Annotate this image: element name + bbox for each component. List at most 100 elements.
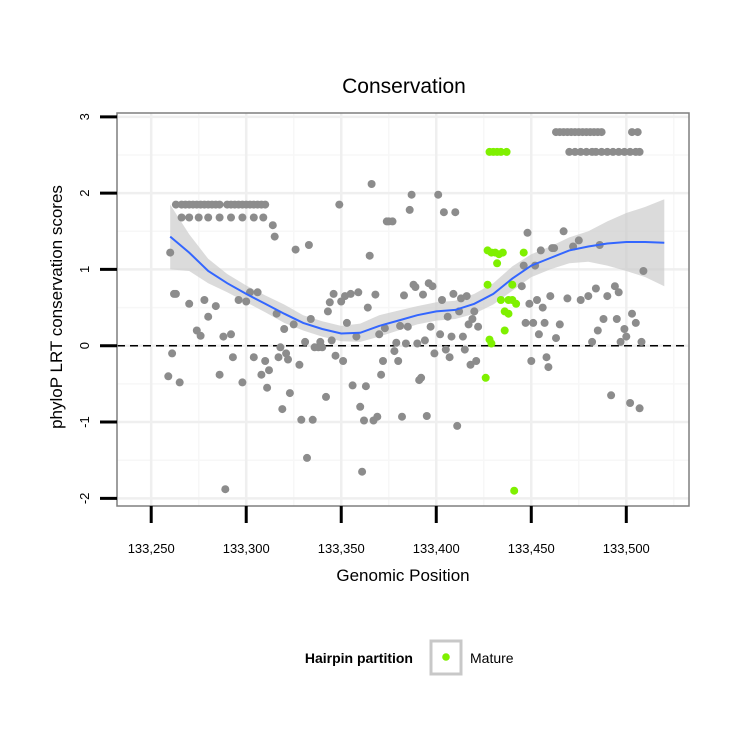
- other-point: [565, 147, 574, 156]
- other-point: [626, 147, 635, 156]
- other-point: [261, 200, 270, 209]
- other-point: [265, 366, 273, 375]
- smooth-fit-line: [169, 235, 665, 335]
- other-point: [639, 267, 648, 275]
- x-axis: 133,250 133,300 133,350 133,400 133,450 133,5…: [128, 506, 650, 556]
- other-point: [571, 147, 579, 156]
- other-point: [612, 315, 621, 323]
- other-point: [434, 190, 443, 199]
- other-point: [458, 332, 467, 341]
- other-point: [413, 339, 422, 348]
- other-point: [523, 228, 532, 237]
- x-tick-label: 133,400: [413, 541, 460, 556]
- other-point: [270, 232, 279, 241]
- other-point: [367, 180, 376, 188]
- other-point: [540, 318, 549, 327]
- other-point: [329, 289, 338, 298]
- other-point: [411, 283, 420, 291]
- other-point: [614, 147, 623, 156]
- x-axis-title: Genomic Position: [336, 566, 469, 585]
- other-point: [388, 217, 397, 226]
- mature-point: [498, 248, 507, 257]
- other-point: [449, 289, 458, 298]
- other-point: [308, 415, 317, 424]
- other-point: [278, 405, 287, 414]
- other-point: [249, 213, 258, 222]
- other-point: [534, 330, 543, 339]
- other-point: [544, 363, 553, 372]
- other-point: [215, 213, 224, 222]
- mature-point: [510, 486, 519, 495]
- chart-title: Conservation: [342, 75, 466, 98]
- other-point: [204, 312, 213, 321]
- other-point: [280, 325, 289, 333]
- mature-point: [493, 259, 502, 268]
- other-point: [249, 353, 258, 362]
- other-point: [289, 320, 298, 329]
- other-point: [422, 412, 431, 420]
- other-point: [306, 315, 315, 323]
- other-point: [447, 332, 456, 341]
- other-point: [588, 337, 597, 346]
- other-point: [284, 355, 292, 364]
- other-point: [401, 339, 410, 348]
- other-point: [204, 213, 213, 222]
- x-tick-label: 133,450: [508, 541, 555, 556]
- other-point: [472, 357, 481, 365]
- other-point: [234, 296, 243, 304]
- other-point: [470, 307, 479, 316]
- other-point: [405, 205, 414, 214]
- other-point: [628, 309, 636, 318]
- mature-point: [500, 326, 509, 335]
- other-point: [403, 322, 412, 331]
- other-point: [390, 347, 399, 356]
- other-point: [335, 200, 344, 209]
- other-point: [591, 284, 600, 293]
- other-point: [616, 337, 625, 346]
- y-tick-label: 1: [77, 266, 92, 273]
- legend-label-mature: Mature: [470, 650, 514, 666]
- other-point: [304, 241, 313, 249]
- other-point: [620, 147, 629, 156]
- other-point: [550, 244, 559, 253]
- mature-point: [483, 280, 492, 289]
- other-point: [451, 208, 460, 217]
- other-point: [599, 315, 608, 323]
- other-point: [591, 147, 600, 156]
- other-point: [327, 336, 336, 345]
- mature-point: [512, 299, 521, 308]
- other-point: [346, 289, 355, 298]
- other-point: [365, 251, 374, 260]
- other-point: [177, 213, 186, 222]
- other-point: [185, 213, 194, 222]
- y-tick-label: -2: [77, 493, 92, 505]
- other-point: [563, 294, 572, 303]
- y-axis-title: phyloP LRT conservation scores: [47, 185, 66, 429]
- y-axis: -2 -1 0 1 2 3: [77, 113, 117, 504]
- other-point: [211, 302, 220, 311]
- other-point: [354, 288, 363, 297]
- other-point: [339, 357, 348, 365]
- other-point: [295, 360, 304, 369]
- legend: Hairpin partition Mature: [305, 639, 514, 676]
- other-point: [582, 147, 591, 156]
- mature-point: [481, 373, 490, 382]
- other-point: [538, 303, 547, 312]
- other-point: [228, 353, 237, 362]
- other-point: [322, 392, 330, 401]
- other-point: [166, 248, 175, 257]
- other-point: [420, 336, 429, 345]
- other-point: [348, 381, 357, 390]
- other-point: [462, 292, 471, 301]
- other-point: [609, 147, 617, 156]
- mature-point: [504, 309, 513, 318]
- other-point: [637, 337, 646, 346]
- other-point: [257, 370, 266, 379]
- other-point: [536, 246, 545, 255]
- other-point: [635, 147, 644, 156]
- other-point: [584, 292, 593, 301]
- scatter-points: [164, 128, 648, 495]
- other-point: [597, 147, 606, 156]
- other-point: [631, 318, 640, 327]
